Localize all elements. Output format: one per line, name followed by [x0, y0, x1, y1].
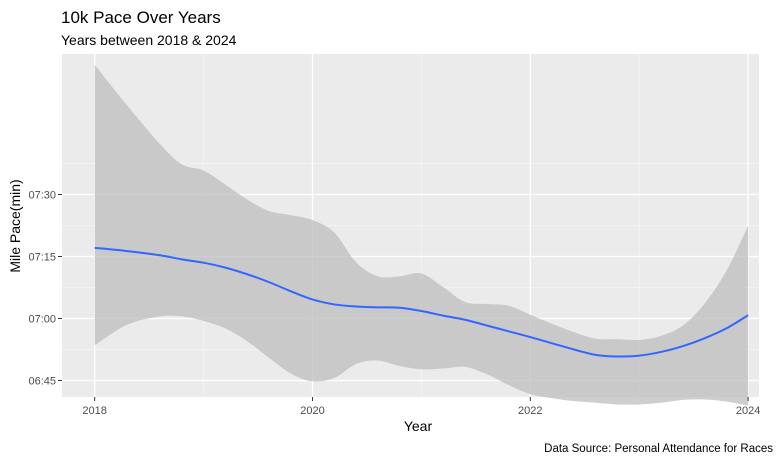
- x-tick-label: 2018: [82, 405, 106, 417]
- x-tick-label: 2020: [300, 405, 324, 417]
- y-axis-title: Mile Pace(min): [7, 179, 23, 272]
- chart-caption: Data Source: Personal Attendance for Rac…: [544, 443, 773, 455]
- y-tick-label: 07:15: [28, 251, 56, 263]
- chart-title: 10k Pace Over Years: [61, 8, 221, 27]
- y-axis-ticks: 06:45 07:00 07:15 07:30: [28, 190, 62, 387]
- confidence-band: [94, 64, 749, 406]
- y-tick-label: 07:00: [28, 313, 56, 325]
- chart-subtitle: Years between 2018 & 2024: [61, 32, 237, 48]
- y-tick-label: 06:45: [28, 375, 56, 387]
- x-tick-label: 2022: [518, 405, 542, 417]
- trend-line-layer: [94, 246, 749, 358]
- x-axis-ticks: 2018 2020 2022 2024: [82, 397, 760, 417]
- y-tick-label: 07:30: [28, 190, 56, 202]
- trend-line: [94, 246, 749, 358]
- x-axis-title: Year: [404, 418, 433, 434]
- confidence-band-layer: [94, 64, 749, 406]
- x-tick-label: 2024: [736, 405, 760, 417]
